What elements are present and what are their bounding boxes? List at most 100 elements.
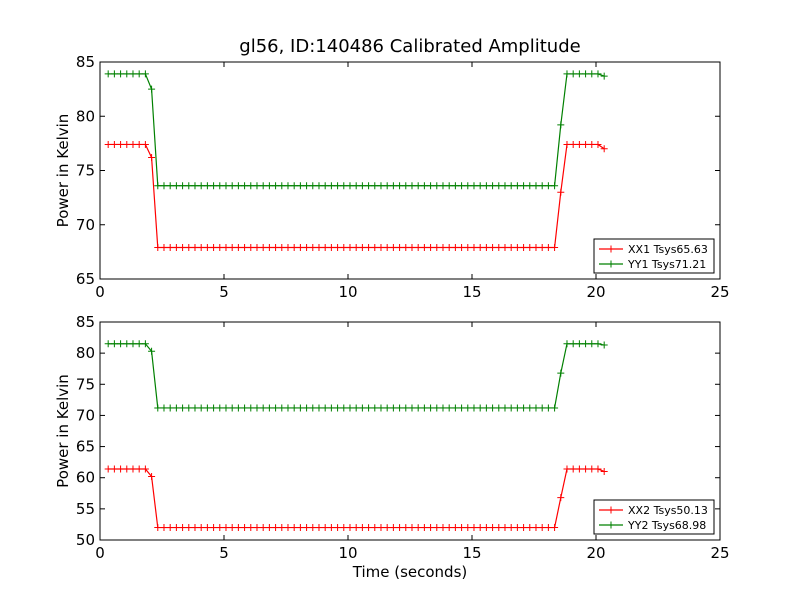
data-point xyxy=(247,404,255,412)
data-point xyxy=(179,524,187,532)
data-point xyxy=(482,524,490,532)
data-point xyxy=(321,524,329,532)
data-point xyxy=(427,244,435,252)
series-markers-1-1 xyxy=(104,140,608,252)
data-point xyxy=(234,182,242,190)
y-tick-label: 85 xyxy=(76,313,95,331)
x-axis-title: Time (seconds) xyxy=(352,563,468,581)
data-point xyxy=(551,404,559,412)
data-point xyxy=(600,467,608,475)
data-point xyxy=(501,524,509,532)
data-point xyxy=(346,182,354,190)
data-point xyxy=(197,244,205,252)
data-point xyxy=(588,70,596,78)
data-point xyxy=(470,244,478,252)
data-point xyxy=(476,524,484,532)
data-point xyxy=(185,404,193,412)
y-tick-label: 75 xyxy=(76,162,95,180)
data-point xyxy=(290,404,298,412)
data-point xyxy=(265,244,273,252)
data-point xyxy=(154,182,162,190)
data-point xyxy=(377,524,385,532)
x-tick-label: 25 xyxy=(710,283,729,301)
data-point xyxy=(538,182,546,190)
data-point xyxy=(191,182,199,190)
data-point xyxy=(389,244,397,252)
data-point xyxy=(166,404,174,412)
data-point xyxy=(414,182,422,190)
data-point xyxy=(458,524,466,532)
data-point xyxy=(278,182,286,190)
data-point xyxy=(458,244,466,252)
data-point xyxy=(501,244,509,252)
data-point xyxy=(234,244,242,252)
data-point xyxy=(507,524,515,532)
data-point xyxy=(172,182,180,190)
data-point xyxy=(185,524,193,532)
data-point xyxy=(358,182,366,190)
data-point xyxy=(234,524,242,532)
data-point xyxy=(513,244,521,252)
data-point xyxy=(495,404,503,412)
data-point xyxy=(582,340,590,348)
data-point xyxy=(383,404,391,412)
legend-label: YY1 Tsys71.21 xyxy=(627,258,706,271)
data-point xyxy=(284,244,292,252)
data-point xyxy=(569,70,577,78)
data-point xyxy=(309,244,317,252)
y-tick-label: 65 xyxy=(76,270,95,288)
data-point xyxy=(216,182,224,190)
data-point xyxy=(513,404,521,412)
data-point xyxy=(110,340,118,348)
legend-marker xyxy=(607,260,615,268)
data-point xyxy=(327,182,335,190)
data-point xyxy=(141,140,149,148)
x-tick-label: 10 xyxy=(338,283,357,301)
data-point xyxy=(272,524,280,532)
data-point xyxy=(439,524,447,532)
data-point xyxy=(123,340,131,348)
data-point xyxy=(284,182,292,190)
data-point xyxy=(445,404,453,412)
data-point xyxy=(210,524,218,532)
data-point xyxy=(569,465,577,473)
data-point xyxy=(365,524,373,532)
data-point xyxy=(489,404,497,412)
data-point xyxy=(451,524,459,532)
data-point xyxy=(439,244,447,252)
data-point xyxy=(439,182,447,190)
data-point xyxy=(544,244,552,252)
data-point xyxy=(296,524,304,532)
data-point xyxy=(594,140,602,148)
y-tick-label: 60 xyxy=(76,469,95,487)
data-point xyxy=(482,182,490,190)
data-point xyxy=(265,404,273,412)
data-point xyxy=(408,524,416,532)
legend-label: XX2 Tsys50.13 xyxy=(628,504,708,517)
data-point xyxy=(420,182,428,190)
data-point xyxy=(290,524,298,532)
data-point xyxy=(501,182,509,190)
data-point xyxy=(371,524,379,532)
data-point xyxy=(117,340,125,348)
y-axis-title-2: Power in Kelvin xyxy=(54,374,72,488)
data-point xyxy=(327,244,335,252)
data-point xyxy=(166,524,174,532)
data-point xyxy=(340,182,348,190)
data-point xyxy=(588,140,596,148)
data-point xyxy=(538,524,546,532)
data-point xyxy=(222,182,230,190)
data-point xyxy=(433,244,441,252)
data-point xyxy=(129,70,137,78)
series-line-2-2 xyxy=(108,343,605,409)
data-point xyxy=(551,182,559,190)
data-point xyxy=(520,404,528,412)
data-point xyxy=(470,404,478,412)
data-point xyxy=(296,404,304,412)
series-markers-2-1 xyxy=(104,465,608,532)
data-point xyxy=(557,188,565,196)
data-point xyxy=(526,182,534,190)
data-point xyxy=(210,404,218,412)
data-point xyxy=(129,465,137,473)
data-point xyxy=(253,244,261,252)
